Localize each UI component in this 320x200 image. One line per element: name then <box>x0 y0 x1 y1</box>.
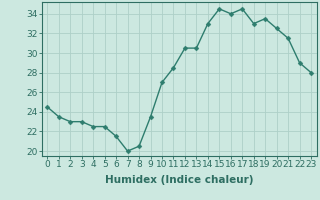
X-axis label: Humidex (Indice chaleur): Humidex (Indice chaleur) <box>105 175 253 185</box>
